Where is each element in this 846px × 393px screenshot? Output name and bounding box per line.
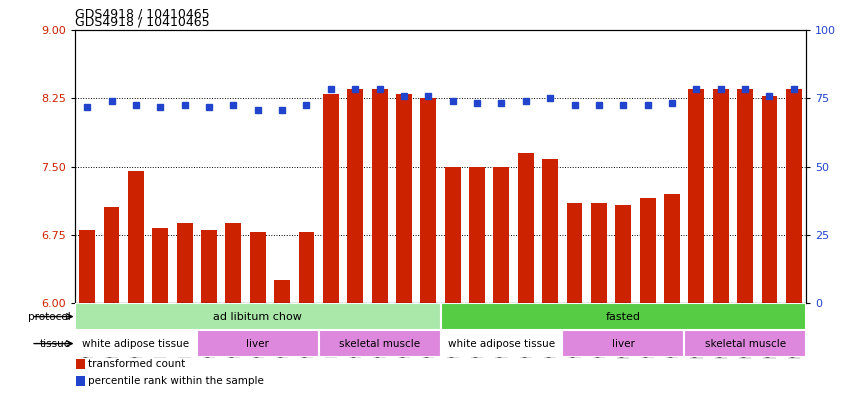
Bar [177, 223, 193, 303]
Bar [567, 203, 582, 303]
Bar [103, 208, 119, 303]
Bar [197, 330, 319, 357]
Bar [761, 95, 777, 303]
Bar [128, 171, 144, 303]
Bar [371, 89, 387, 303]
Bar [615, 205, 631, 303]
Bar [445, 167, 460, 303]
Text: ad libitum chow: ad libitum chow [213, 312, 302, 321]
Bar [319, 330, 441, 357]
Bar [591, 203, 607, 303]
Bar [689, 89, 704, 303]
Text: skeletal muscle: skeletal muscle [339, 339, 420, 349]
Text: fasted: fasted [606, 312, 640, 321]
Bar [76, 359, 85, 369]
Bar [493, 167, 509, 303]
Text: GDS4918 / 10410465: GDS4918 / 10410465 [75, 7, 210, 20]
Bar [713, 89, 728, 303]
Bar [226, 223, 241, 303]
Bar [563, 330, 684, 357]
Bar [348, 89, 363, 303]
Text: liver: liver [246, 339, 269, 349]
Bar [299, 232, 315, 303]
Bar [420, 98, 437, 303]
Bar [786, 89, 802, 303]
Text: white adipose tissue: white adipose tissue [82, 339, 190, 349]
Bar [75, 330, 197, 357]
Bar [542, 159, 558, 303]
Text: tissue: tissue [40, 339, 71, 349]
Bar [80, 230, 95, 303]
Bar [518, 153, 534, 303]
Text: GDS4918 / 10410465: GDS4918 / 10410465 [75, 16, 210, 29]
Bar [737, 89, 753, 303]
Text: skeletal muscle: skeletal muscle [705, 339, 786, 349]
Bar [75, 303, 441, 330]
Bar [76, 376, 85, 386]
Bar [274, 280, 290, 303]
Bar [470, 167, 485, 303]
Bar [201, 230, 217, 303]
Bar [250, 232, 266, 303]
Bar [664, 194, 680, 303]
Text: percentile rank within the sample: percentile rank within the sample [88, 376, 264, 386]
Text: white adipose tissue: white adipose tissue [448, 339, 555, 349]
Text: protocol: protocol [28, 312, 71, 321]
Bar [441, 303, 806, 330]
Bar [323, 94, 338, 303]
Text: liver: liver [612, 339, 634, 349]
Bar [640, 198, 656, 303]
Text: transformed count: transformed count [88, 359, 185, 369]
Bar [684, 330, 806, 357]
Bar [152, 228, 168, 303]
Bar [396, 94, 412, 303]
Bar [441, 330, 563, 357]
